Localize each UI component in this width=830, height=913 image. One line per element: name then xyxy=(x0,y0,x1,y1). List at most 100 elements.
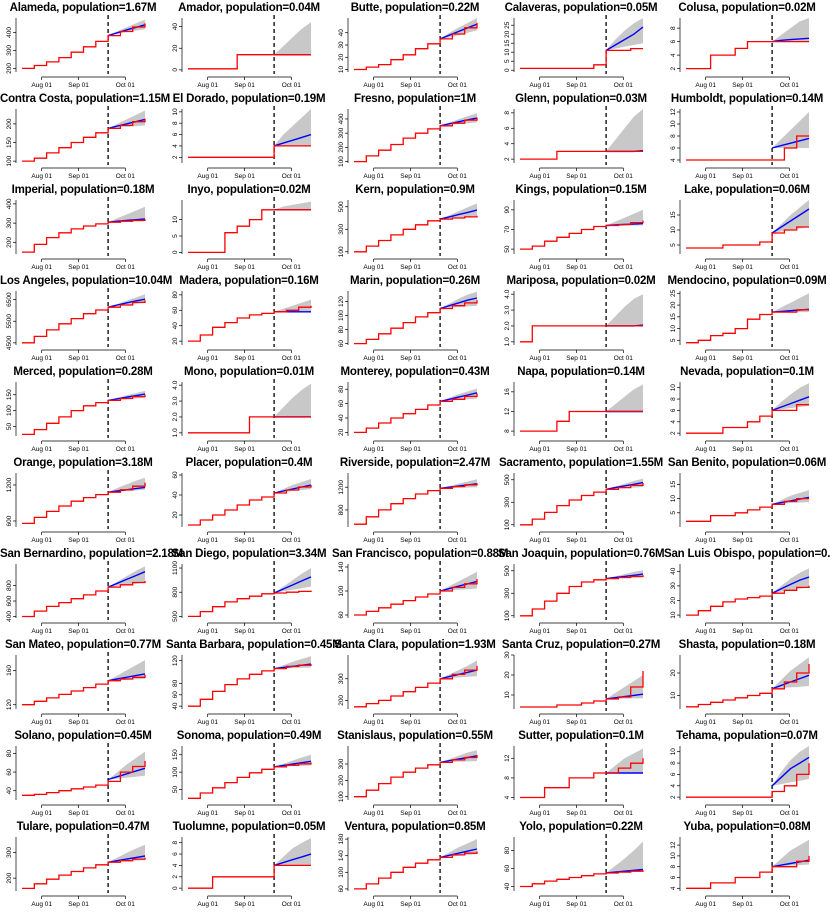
y-tick-label: 1100 xyxy=(172,561,179,575)
forecast-band xyxy=(606,384,643,412)
county-panel: Sacramento, population=1.55M 100 300 500 Aug… xyxy=(498,455,664,546)
panel-plot: 40 60 80 Aug 01 Sep 01 Oct 01 xyxy=(6,743,146,817)
forecast-band xyxy=(440,291,477,309)
panel-title: Merced, population=0.28M xyxy=(13,366,153,378)
panel-plot: 800 1200 Aug 01 Sep 01 Oct 01 xyxy=(338,470,478,544)
y-tick-label: 150 xyxy=(172,749,179,760)
x-tick-label: Sep 01 xyxy=(234,719,255,726)
panel-plot: 8 12 16 Aug 01 Sep 01 Oct 01 xyxy=(504,379,643,453)
county-panel: San Benito, population=0.06M 5 10 15 Aug 01 S… xyxy=(664,455,830,546)
y-tick-label: 20 xyxy=(172,511,179,519)
panel-plot: 2 4 6 8 10 Aug 01 Sep 01 Oct 01 xyxy=(670,379,810,453)
x-tick-label: Aug 01 xyxy=(31,82,52,89)
y-tick-label: 80 xyxy=(172,291,179,299)
x-tick-label: Aug 01 xyxy=(31,719,52,726)
x-tick-label: Aug 01 xyxy=(529,537,550,544)
panel-plot: 60 100 140 Aug 01 Sep 01 Oct 01 xyxy=(338,561,478,635)
x-tick-label: Sep 01 xyxy=(566,82,587,89)
x-tick-label: Oct 01 xyxy=(780,446,800,453)
observed-line xyxy=(22,857,146,890)
county-panel: Tuolumne, population=0.05M 0 2 4 6 8 Aug 01 Sep… xyxy=(166,819,332,910)
x-tick-label: Aug 01 xyxy=(529,446,550,453)
forecast-line xyxy=(439,297,478,310)
y-tick-label: 500 xyxy=(172,611,179,622)
y-tick-label: 25 xyxy=(504,21,511,29)
observed-line xyxy=(520,671,644,708)
x-tick-label: Sep 01 xyxy=(566,537,587,544)
y-tick-label: 40 xyxy=(172,491,179,499)
panel-plot: 100 150 200 Aug 01 Sep 01 Oct 01 xyxy=(6,106,146,180)
x-tick-label: Sep 01 xyxy=(566,810,587,817)
x-tick-label: Sep 01 xyxy=(566,901,587,908)
x-tick-label: Sep 01 xyxy=(400,810,421,817)
x-tick-label: Aug 01 xyxy=(695,537,716,544)
panel-plot: 20 40 60 Aug 01 Sep 01 Oct 01 xyxy=(172,470,312,544)
x-tick-label: Oct 01 xyxy=(614,901,634,908)
x-tick-label: Oct 01 xyxy=(780,810,800,817)
forecast-band xyxy=(274,568,311,593)
y-tick-label: 15 xyxy=(670,313,677,321)
forecast-line xyxy=(771,396,810,412)
forecast-band xyxy=(440,388,477,402)
x-tick-label: Oct 01 xyxy=(116,82,136,89)
y-tick-label: 5 xyxy=(670,338,677,342)
county-panel: Ventura, population=0.85M 60 100 140 180 Aug … xyxy=(332,819,498,910)
county-panel: Solano, population=0.45M 40 60 80 Aug 01 Sep … xyxy=(0,728,166,819)
forecast-band xyxy=(772,293,809,313)
forecast-band xyxy=(108,19,145,36)
forecast-line xyxy=(107,118,146,130)
x-tick-label: Aug 01 xyxy=(31,628,52,635)
forecast-line xyxy=(439,23,478,40)
x-tick-label: Sep 01 xyxy=(732,264,753,271)
y-tick-label: 4500 xyxy=(6,335,13,350)
forecast-band xyxy=(108,751,145,780)
x-tick-label: Oct 01 xyxy=(282,446,302,453)
y-tick-label: 800 xyxy=(172,586,179,597)
panel-title: Humboldt, population=0.14M xyxy=(670,93,824,105)
county-panel: Stanislaus, population=0.55M 100 200 300 Aug… xyxy=(332,728,498,819)
observed-line xyxy=(22,760,146,796)
forecast-line xyxy=(107,673,146,682)
panel-title: Contra Costa, population=1.15M xyxy=(0,93,171,105)
county-panel: Sonoma, population=0.49M 50 100 150 Aug 01 Se… xyxy=(166,728,332,819)
y-tick-label: 40 xyxy=(172,23,179,31)
y-tick-label: 6 xyxy=(504,126,511,130)
forecast-line xyxy=(108,218,146,223)
county-panel: Shasta, population=0.18M 10 20 Aug 01 Sep 01… xyxy=(664,637,830,728)
panel-plot: 20 40 60 80 Aug 01 Sep 01 Oct 01 xyxy=(338,379,478,453)
y-tick-label: 100 xyxy=(338,156,345,167)
x-tick-label: Oct 01 xyxy=(282,82,302,89)
panel-plot: 4500 5500 6500 Aug 01 Sep 01 Oct 01 xyxy=(6,288,146,362)
observed-line xyxy=(354,755,478,798)
panel-title: San Benito, population=0.06M xyxy=(667,457,827,469)
x-tick-label: Sep 01 xyxy=(400,719,421,726)
forecast-band xyxy=(274,299,311,312)
y-tick-label: 150 xyxy=(6,389,13,400)
y-tick-label: 200 xyxy=(6,872,13,883)
y-tick-label: 80 xyxy=(338,326,345,334)
panel-title: Kern, population=0.9M xyxy=(355,184,475,196)
x-tick-label: Oct 01 xyxy=(448,901,468,908)
panel-title: Napa, population=0.14M xyxy=(517,366,645,378)
y-tick-label: 12 xyxy=(670,108,677,116)
x-tick-label: Aug 01 xyxy=(529,355,550,362)
forecast-band xyxy=(606,675,643,699)
x-tick-label: Sep 01 xyxy=(732,810,753,817)
x-tick-label: Sep 01 xyxy=(234,628,255,635)
x-tick-label: Oct 01 xyxy=(614,810,634,817)
forecast-line xyxy=(771,208,810,234)
y-tick-label: 60 xyxy=(172,306,179,314)
x-tick-label: Oct 01 xyxy=(282,355,302,362)
x-tick-label: Sep 01 xyxy=(400,355,421,362)
y-tick-label: 8 xyxy=(670,134,677,138)
y-tick-label: 8 xyxy=(172,840,179,844)
county-panel: San Luis Obispo, population=0.28M 10 20 30 4… xyxy=(664,546,830,637)
y-tick-label: 6 xyxy=(172,132,179,136)
panel-title: Lake, population=0.06M xyxy=(684,184,810,196)
observed-line xyxy=(686,497,809,522)
x-tick-label: Aug 01 xyxy=(695,355,716,362)
forecast-band xyxy=(606,748,643,773)
panel-plot: 2 4 6 8 10 Aug 01 Sep 01 Oct 01 xyxy=(172,106,312,180)
county-panel: Los Angeles, population=10.04M 4500 5500 65… xyxy=(0,273,172,364)
